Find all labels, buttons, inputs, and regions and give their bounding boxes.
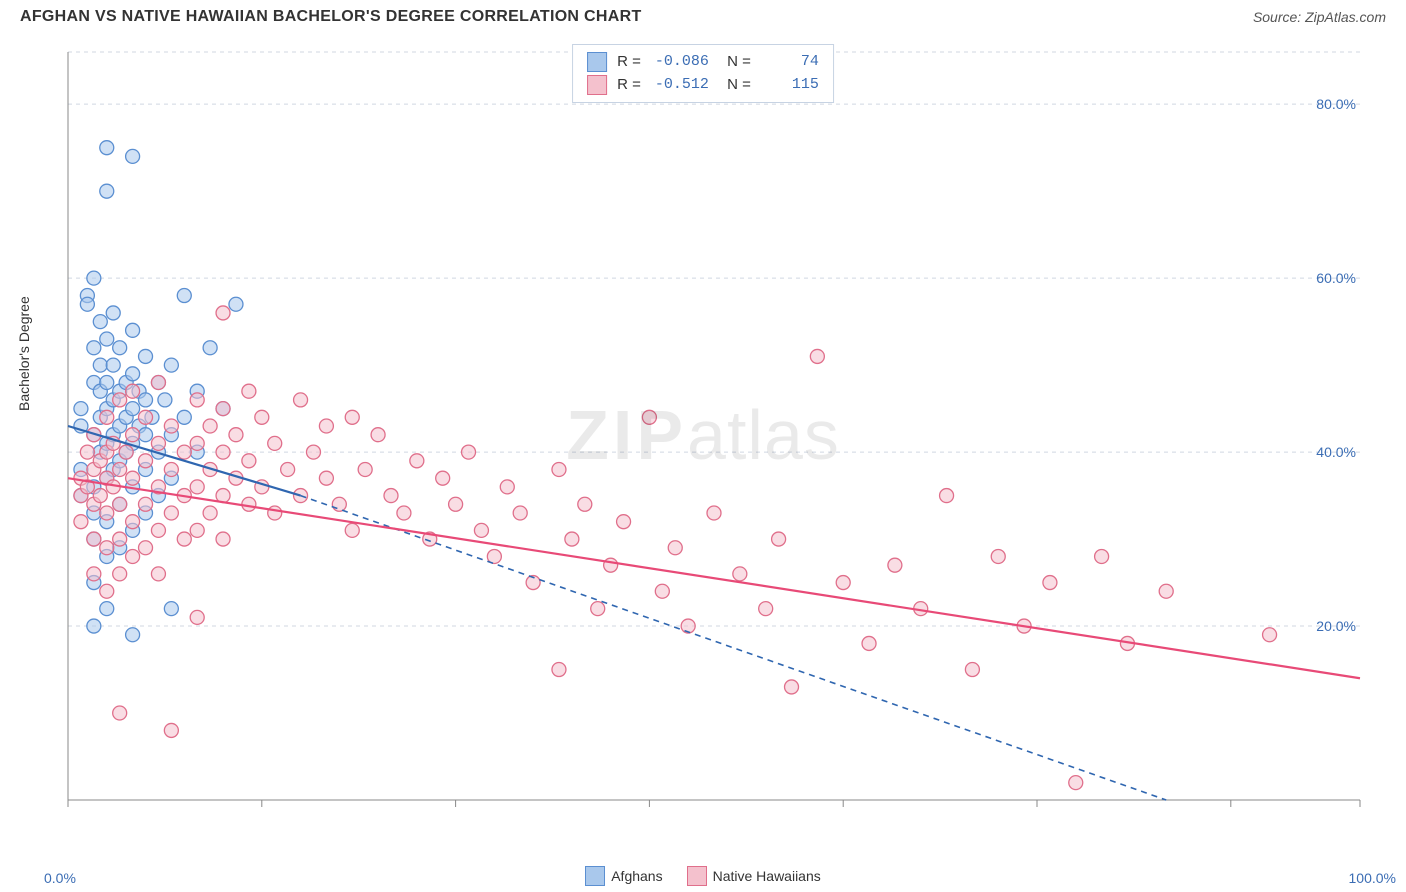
svg-text:40.0%: 40.0%: [1316, 444, 1356, 460]
svg-text:60.0%: 60.0%: [1316, 270, 1356, 286]
swatch-icon: [587, 75, 607, 95]
y-axis-label: Bachelor's Degree: [16, 296, 32, 411]
series-legend: Afghans Native Hawaiians: [0, 866, 1406, 886]
svg-text:20.0%: 20.0%: [1316, 618, 1356, 634]
source-attribution: Source: ZipAtlas.com: [1253, 9, 1386, 25]
legend-row-afghans: R =-0.086 N =74: [587, 51, 819, 74]
legend-row-hawaiians: R =-0.512 N =115: [587, 74, 819, 97]
correlation-legend: R =-0.086 N =74 R =-0.512 N =115: [572, 44, 834, 103]
swatch-icon: [585, 866, 605, 886]
svg-text:80.0%: 80.0%: [1316, 96, 1356, 112]
legend-item-hawaiians: Native Hawaiians: [687, 866, 821, 886]
chart-container: Bachelor's Degree 20.0%40.0%60.0%80.0% Z…: [20, 40, 1386, 862]
scatter-chart: 20.0% 40.0% 60.0% 80.0%: [20, 40, 1386, 840]
legend-item-afghans: Afghans: [585, 866, 662, 886]
chart-title: AFGHAN VS NATIVE HAWAIIAN BACHELOR'S DEG…: [20, 8, 642, 26]
swatch-icon: [687, 866, 707, 886]
swatch-icon: [587, 52, 607, 72]
